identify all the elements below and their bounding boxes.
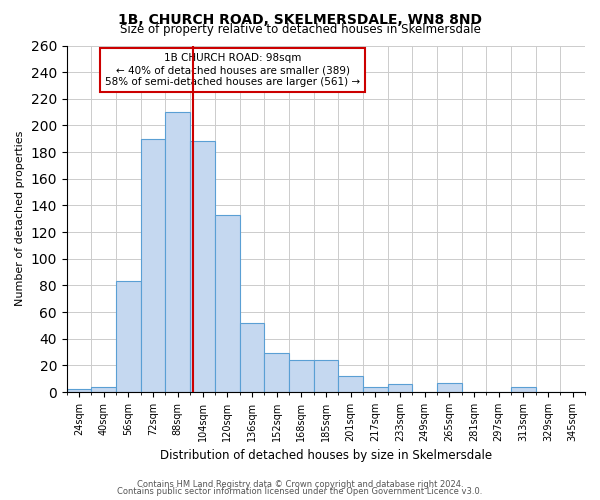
Bar	[91, 386, 116, 392]
Bar	[388, 384, 412, 392]
Text: 1B, CHURCH ROAD, SKELMERSDALE, WN8 8ND: 1B, CHURCH ROAD, SKELMERSDALE, WN8 8ND	[118, 12, 482, 26]
Bar	[264, 354, 289, 392]
Bar	[141, 139, 166, 392]
Bar	[511, 386, 536, 392]
Bar	[166, 112, 190, 392]
Bar	[215, 215, 239, 392]
Y-axis label: Number of detached properties: Number of detached properties	[15, 131, 25, 306]
Bar	[190, 142, 215, 392]
Text: 1B CHURCH ROAD: 98sqm
← 40% of detached houses are smaller (389)
58% of semi-det: 1B CHURCH ROAD: 98sqm ← 40% of detached …	[105, 54, 360, 86]
Bar	[437, 382, 461, 392]
Bar	[116, 282, 141, 392]
Text: Contains public sector information licensed under the Open Government Licence v3: Contains public sector information licen…	[118, 487, 482, 496]
Bar	[289, 360, 314, 392]
Bar	[314, 360, 338, 392]
Text: Size of property relative to detached houses in Skelmersdale: Size of property relative to detached ho…	[119, 22, 481, 36]
Bar	[363, 386, 388, 392]
Bar	[338, 376, 363, 392]
Text: Contains HM Land Registry data © Crown copyright and database right 2024.: Contains HM Land Registry data © Crown c…	[137, 480, 463, 489]
X-axis label: Distribution of detached houses by size in Skelmersdale: Distribution of detached houses by size …	[160, 450, 492, 462]
Bar	[67, 390, 91, 392]
Bar	[239, 323, 264, 392]
